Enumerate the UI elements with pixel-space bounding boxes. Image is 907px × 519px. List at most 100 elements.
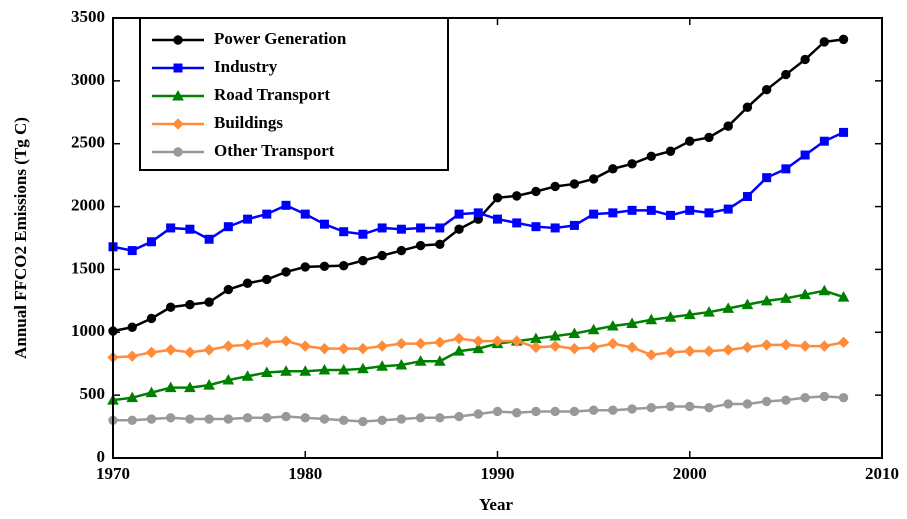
data-point [799,288,811,300]
data-point [819,391,830,402]
data-point [337,342,350,355]
data-point [761,84,772,95]
data-point [723,399,733,409]
data-point [300,209,310,219]
legend-label: Road Transport [214,85,330,104]
data-point [435,223,445,233]
y-tick-label: 0 [97,447,106,466]
data-point [242,278,253,288]
data-point [204,414,214,424]
data-point [241,370,254,381]
data-point [530,341,542,354]
data-point [376,360,388,371]
data-point [281,200,291,210]
data-point [587,341,600,354]
data-point [704,208,714,218]
data-point [280,335,292,347]
data-point [588,174,599,184]
data-point [646,205,656,215]
data-point [261,336,273,349]
y-tick-label: 2500 [71,133,105,152]
data-point [337,363,350,375]
data-point [300,262,310,272]
data-point [685,401,695,412]
data-point [126,391,139,403]
data-point [838,34,849,45]
data-point [165,413,176,423]
data-point [626,317,638,328]
data-point [454,224,464,234]
data-point [492,406,503,417]
legend-label: Power Generation [214,29,347,48]
y-tick-label: 1500 [71,258,105,277]
data-point [396,414,407,424]
data-point [358,229,368,239]
data-point [358,416,368,427]
data-point [685,136,695,146]
legend-label: Industry [214,57,278,76]
y-axis-label: Annual FFCO2 Emissions (Tg C) [11,117,30,359]
data-point [491,335,504,347]
data-point [492,193,503,203]
data-point [645,349,658,361]
data-point [223,284,234,295]
data-point [666,210,676,220]
data-point [627,404,637,414]
data-point [145,346,158,359]
data-point [453,345,465,356]
data-point [262,209,272,219]
x-tick-label: 2010 [865,464,899,483]
data-point [839,127,849,137]
data-point [166,223,176,233]
data-point [204,234,214,244]
data-point [164,344,177,356]
data-point [280,365,292,376]
data-point [203,344,215,356]
data-point [357,362,369,374]
data-point [242,413,253,423]
data-point [414,355,427,366]
legend-label: Buildings [214,113,283,132]
data-point [761,396,772,407]
data-point [568,342,581,355]
plot-frame [112,17,883,459]
y-tick-label: 1000 [71,321,105,340]
legend-marker [173,63,183,73]
data-point [703,345,715,357]
data-point [300,413,310,423]
data-point [396,245,407,256]
data-point [664,346,677,359]
data-point [703,306,715,317]
data-point [837,336,850,349]
data-point [569,179,580,189]
data-point [818,340,831,352]
legend-marker [173,147,183,157]
data-point [223,414,234,424]
data-point [531,186,541,197]
data-point [126,350,138,362]
data-point [800,392,810,403]
data-point [433,355,446,366]
data-point [512,191,522,201]
data-point [493,214,502,224]
data-point [723,121,733,131]
data-point [704,403,714,413]
data-point [799,340,811,352]
data-point [531,222,541,232]
data-point [453,332,465,345]
data-point [299,340,311,352]
data-point [549,330,562,341]
data-point [837,291,850,302]
data-point [472,342,485,354]
data-point [607,319,619,331]
data-point [511,335,523,347]
data-point [434,336,446,349]
data-point [262,274,272,285]
legend-marker [172,89,184,101]
data-point [742,192,752,202]
data-point [607,337,619,350]
data-point [550,181,560,192]
data-point [203,379,215,390]
data-point [222,340,235,352]
data-point [800,54,810,65]
